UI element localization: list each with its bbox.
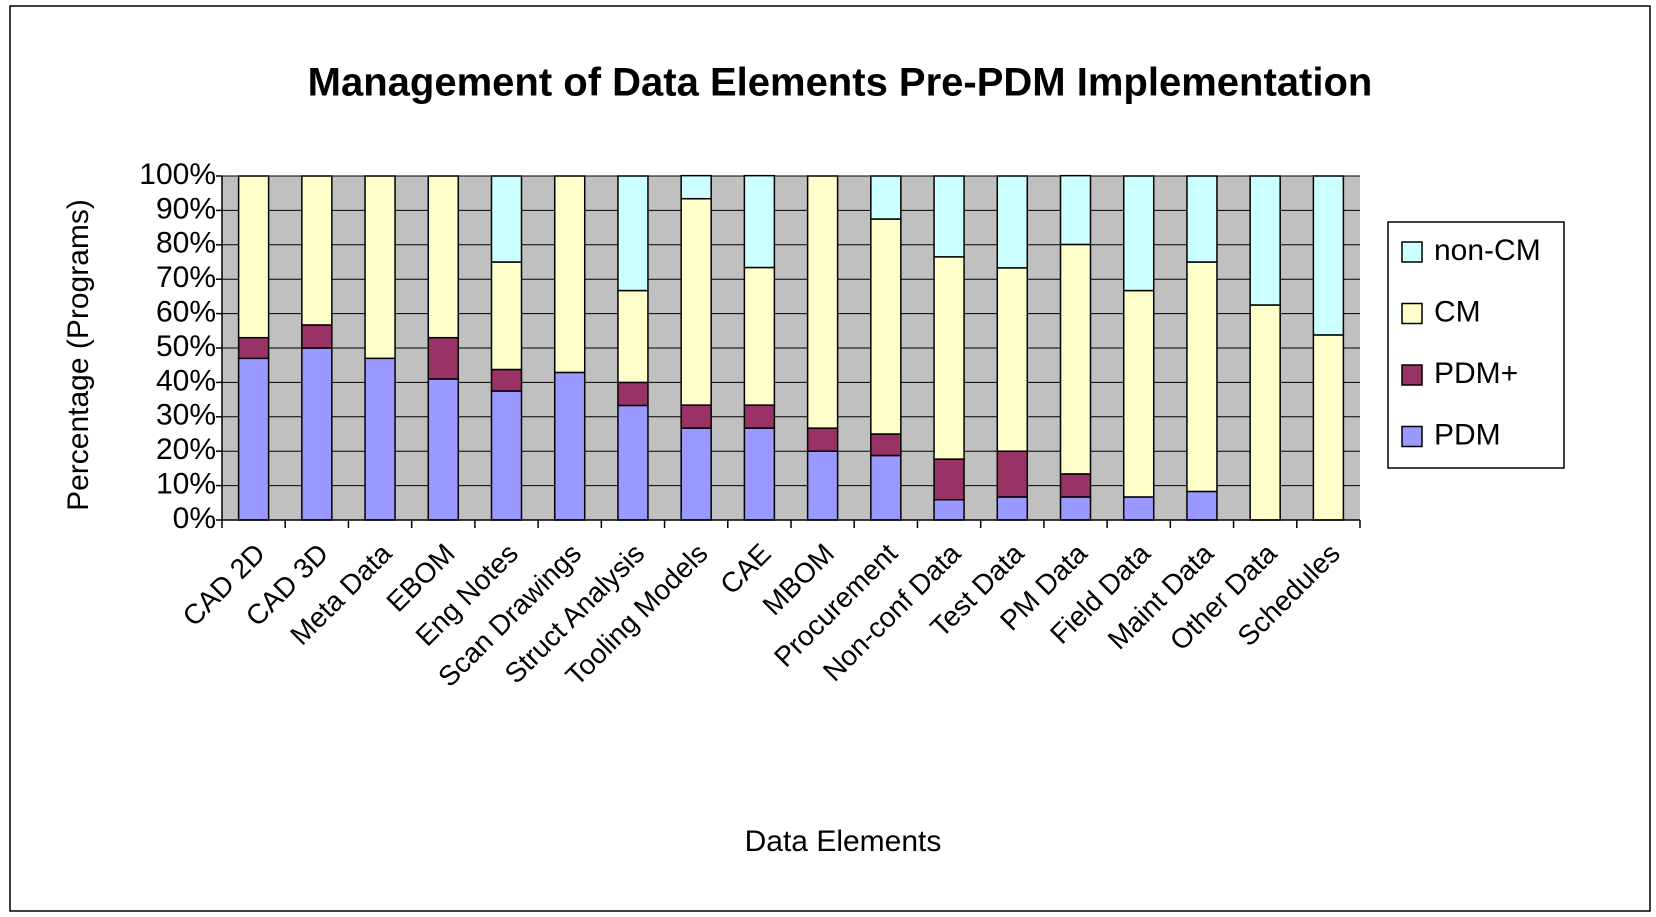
bar-segment [427,378,460,521]
bar-segment [301,175,333,326]
y-axis-label: Percentage (Programs) [62,199,95,511]
legend-swatch [1401,302,1423,325]
legend-swatch [1401,425,1423,448]
bar-segment [1312,175,1345,336]
bar-segment [933,175,965,258]
y-tick-label: 100% [139,158,216,191]
legend-swatch [1401,241,1423,263]
bar-segment [1249,175,1281,306]
legend-label: PDM [1434,418,1501,451]
bar-segment [617,404,649,521]
bar-segment [680,404,712,429]
bar-segment [490,261,523,371]
bar-segment [933,458,965,501]
bar-segment [364,357,396,521]
y-tick-label: 10% [156,468,216,501]
y-tick-label: 80% [156,227,216,260]
bar-segment [553,175,586,374]
y-tick-label: 70% [156,261,216,294]
bar-segment [933,498,965,521]
bar-segment [301,347,333,521]
bar-segment [1249,304,1281,521]
bar-segment [743,174,776,269]
bar-segment [870,433,902,457]
legend-label: CM [1434,295,1481,328]
bar-segment [996,450,1029,498]
legend-label: non-CM [1434,234,1541,267]
y-tick-label: 40% [156,364,216,397]
bar-segment [1186,175,1218,263]
bar-segment [1186,261,1218,493]
bar-segment [996,267,1029,452]
bar-segment [237,336,270,360]
bar-segment [1312,334,1345,521]
bar-segment [1186,490,1218,521]
bar-segment [870,218,902,435]
y-tick-label: 0% [173,502,216,535]
bar-segment [1059,473,1092,498]
bar-segment [680,197,712,406]
bar-segment [364,175,396,360]
bar-segment [617,289,649,384]
bar-segment [806,175,839,429]
bar-segment [617,381,649,407]
y-tick-label: 30% [156,399,216,432]
legend-swatch [1401,364,1423,386]
y-tick-label: 60% [156,296,216,329]
bar-segment [870,175,902,220]
bar-segment [933,256,965,460]
legend-label: PDM+ [1434,357,1518,390]
y-tick-label: 90% [156,192,216,225]
bar-segment [743,266,776,406]
bar-segment [490,390,523,521]
bar-segment [680,174,712,200]
bar-segment [1059,243,1092,475]
bar-segment [996,175,1029,269]
bar-segment [1059,174,1092,246]
bar-segment [617,175,649,292]
bar-segment [806,450,839,521]
bar-segment [870,454,902,521]
bar-segment [743,427,776,521]
x-axis-label: Data Elements [745,825,942,858]
bar-segment [806,427,839,452]
chart-title: Management of Data Elements Pre-PDM Impl… [308,61,1373,105]
bar-segment [301,324,333,349]
bar-segment [1122,289,1155,498]
bar-segment [490,368,523,392]
bar-segment [996,496,1029,521]
bar-segment [427,336,460,380]
bar-segment [427,175,460,339]
bar-segment [553,371,586,521]
y-tick-label: 20% [156,433,216,466]
y-tick-label: 50% [156,330,216,363]
bar-segment [743,404,776,429]
bar-segment [237,175,270,339]
bar-segment [680,427,712,521]
bar-segment [237,357,270,521]
bar-segment [490,175,523,263]
bar-segment [1122,175,1155,292]
bar-segment [1059,496,1092,521]
bar-segment [1122,496,1155,521]
